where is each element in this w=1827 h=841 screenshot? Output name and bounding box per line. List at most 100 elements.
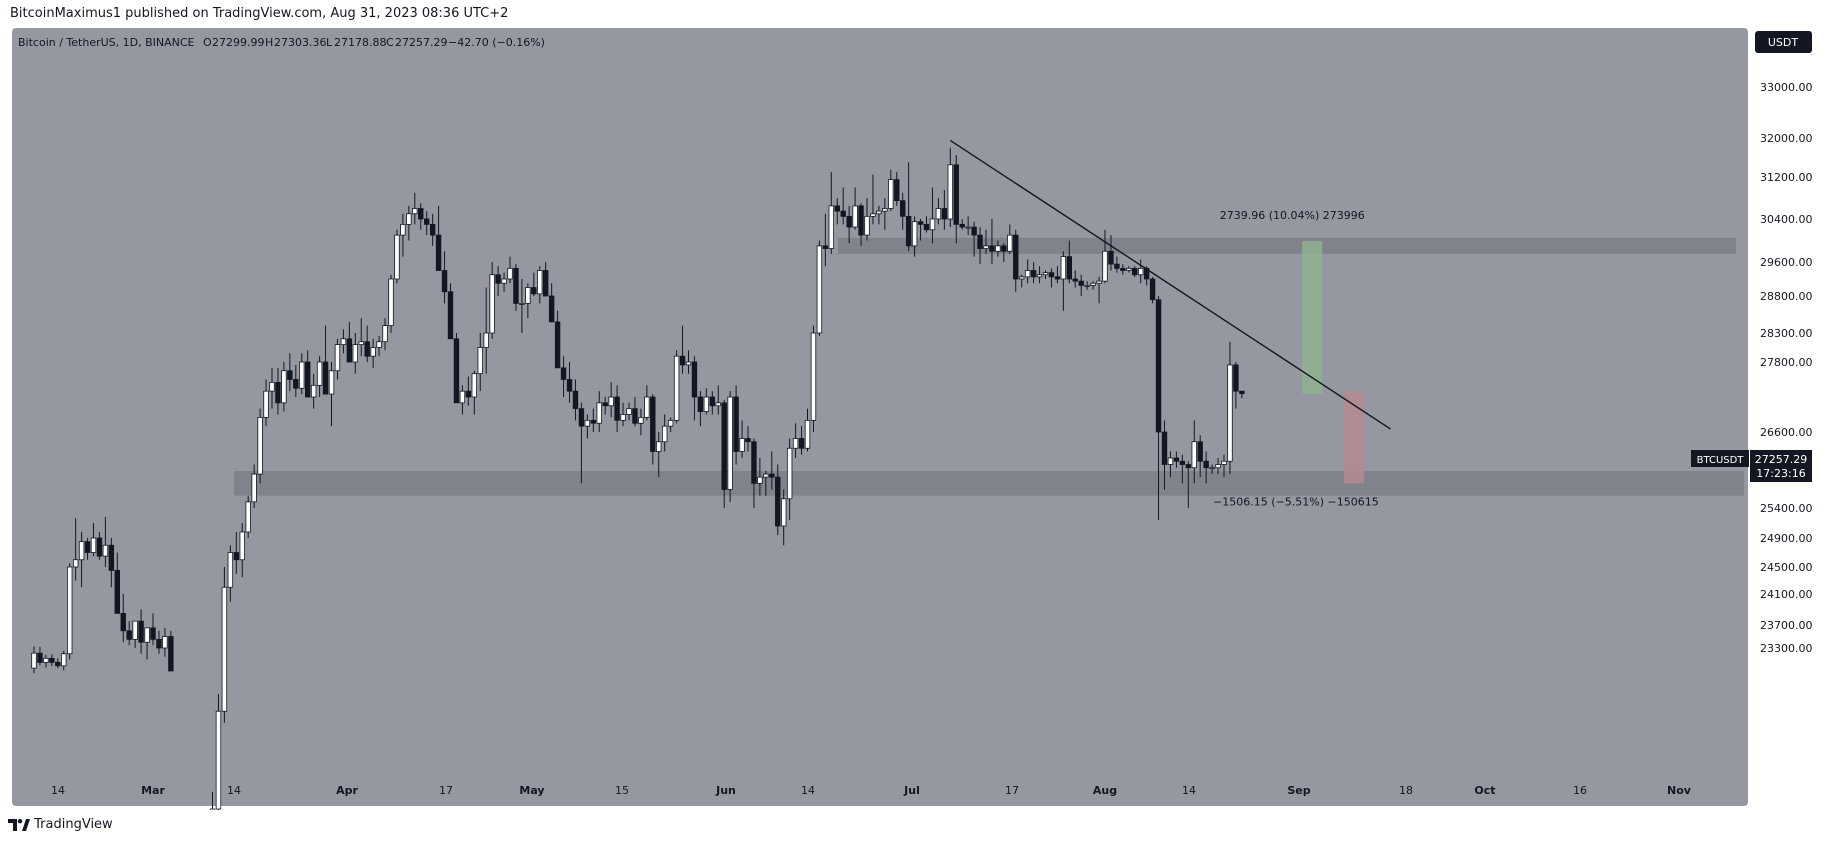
candle-body xyxy=(566,379,573,392)
candle xyxy=(1066,240,1072,284)
candle-body xyxy=(792,438,799,449)
candle-body xyxy=(156,638,162,649)
legend-o-label: O xyxy=(203,36,212,49)
candle xyxy=(471,370,477,415)
candle-body xyxy=(662,425,668,443)
candle-body xyxy=(418,208,424,220)
time-tick: Mar xyxy=(141,784,165,797)
candle xyxy=(1013,229,1019,292)
price-tick: 23700.00 xyxy=(1760,619,1813,632)
footer-brand: TradingView xyxy=(34,817,113,832)
long-measure-label: 2739.96 (10.04%) 273996 xyxy=(1220,209,1365,222)
short-measure-label: −1506.15 (−5.51%) −150615 xyxy=(1213,495,1379,508)
legend-open: 27299.99 xyxy=(212,36,265,49)
short-position-measure[interactable] xyxy=(1343,391,1364,484)
candle xyxy=(316,356,323,397)
candle-body xyxy=(917,221,924,225)
candle xyxy=(370,338,376,368)
candle xyxy=(418,203,424,230)
candle xyxy=(1054,266,1061,284)
candle-body xyxy=(1138,267,1144,276)
candle xyxy=(1096,276,1102,304)
candle xyxy=(477,333,483,392)
candle xyxy=(459,385,466,415)
candle-body xyxy=(233,552,239,561)
candle-body xyxy=(965,226,971,229)
candle-body xyxy=(102,544,109,557)
legend-symbol: Bitcoin / TetherUS, 1D, BINANCE xyxy=(18,36,195,49)
candle xyxy=(275,367,281,415)
candle xyxy=(1007,224,1013,254)
candle-body xyxy=(703,396,710,412)
time-tick: Aug xyxy=(1093,784,1117,797)
candle xyxy=(126,621,132,646)
candle xyxy=(917,219,924,241)
candle-body xyxy=(1108,250,1114,265)
candle xyxy=(1227,341,1233,475)
candle-body xyxy=(822,245,829,249)
time-tick: Jul xyxy=(903,784,920,797)
candle xyxy=(507,256,513,284)
candle-body xyxy=(394,234,400,280)
long-measure-rect[interactable] xyxy=(1302,241,1323,395)
candle xyxy=(941,190,948,230)
candle xyxy=(602,397,608,415)
candle-body xyxy=(727,396,733,490)
candle xyxy=(810,325,817,432)
candle-body xyxy=(465,390,472,398)
candle xyxy=(989,219,995,265)
candle-body xyxy=(834,205,840,212)
candle xyxy=(138,609,144,654)
candle-body xyxy=(941,208,948,220)
candle-body xyxy=(602,402,608,407)
candle xyxy=(620,402,626,427)
candle xyxy=(638,408,644,436)
candle-body xyxy=(1233,364,1239,392)
candle xyxy=(406,205,412,241)
short-measure-rect[interactable] xyxy=(1343,391,1364,484)
price-chart[interactable]: Bitcoin / TetherUS, 1D, BINANCE O 27299.… xyxy=(0,28,1827,810)
currency-button[interactable] xyxy=(1755,31,1812,53)
candle-body xyxy=(1197,441,1203,462)
candle-body xyxy=(352,344,358,363)
candle-body xyxy=(382,325,388,343)
candle-body xyxy=(459,390,466,404)
candle xyxy=(1185,461,1191,508)
candle xyxy=(1179,454,1186,484)
candle-body xyxy=(525,287,531,304)
price-tick: 31200.00 xyxy=(1760,171,1813,184)
candle-body xyxy=(1042,272,1049,276)
candle xyxy=(650,394,656,465)
candle-body xyxy=(983,245,989,249)
candle-body xyxy=(644,396,650,418)
candle xyxy=(614,385,620,432)
candle xyxy=(227,545,234,602)
candle xyxy=(453,333,460,404)
candle-body xyxy=(911,221,918,247)
candle-body xyxy=(673,355,680,421)
time-axis[interactable]: 14 Mar 14 Apr 17 May 15 Jun 14 Jul 17 Aug 14 Sep 18 Oct… xyxy=(51,784,1692,797)
time-tick: 14 xyxy=(51,784,65,797)
candle xyxy=(554,310,561,369)
legend-close: 27257.29 xyxy=(395,36,448,49)
candle xyxy=(150,613,156,646)
candle xyxy=(786,438,793,520)
candle-body xyxy=(334,344,341,372)
price-tick: 24900.00 xyxy=(1760,532,1813,545)
candle-body xyxy=(1036,274,1043,278)
price-scale[interactable]: USDT 33000.00 32000.00 31200.00 30400.00 296… xyxy=(1755,31,1813,655)
long-position-measure[interactable] xyxy=(1302,241,1323,395)
candle xyxy=(1221,454,1227,478)
candle-body xyxy=(572,390,579,410)
candle-body xyxy=(1030,270,1037,278)
candle-body xyxy=(1048,272,1055,278)
candle-body xyxy=(132,620,138,640)
candle xyxy=(1209,464,1215,475)
candle xyxy=(864,198,870,241)
candle xyxy=(751,438,757,508)
candle-body xyxy=(852,205,858,228)
candle xyxy=(977,227,983,265)
candle xyxy=(763,471,769,496)
candle-body xyxy=(72,559,79,568)
descending-trendline[interactable] xyxy=(949,139,1391,430)
